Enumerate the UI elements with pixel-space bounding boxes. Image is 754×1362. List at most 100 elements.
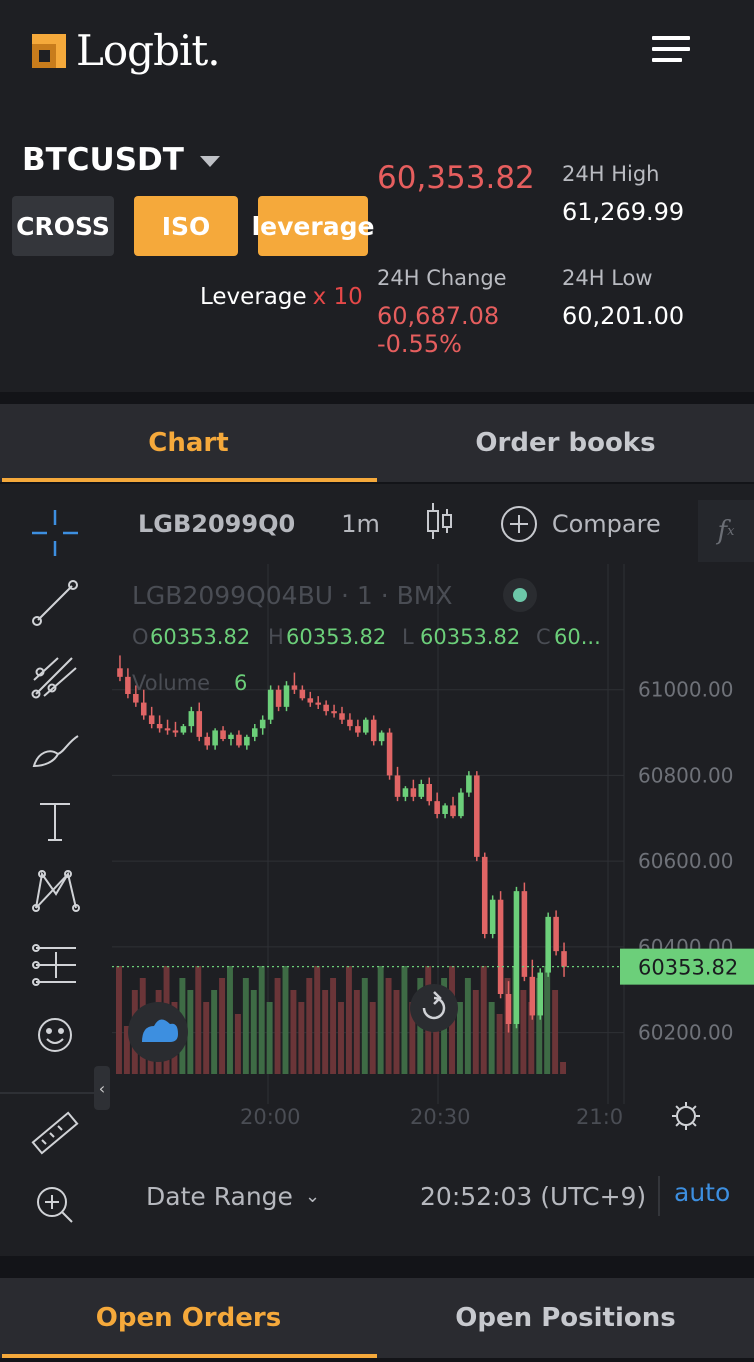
iso-button[interactable]: ISO	[134, 196, 238, 256]
chevron-down-icon	[199, 156, 220, 167]
leverage-indicator: Leverage x 10	[200, 284, 363, 310]
chart-symbol[interactable]: LGB2099Q0	[138, 510, 296, 538]
candle-body	[553, 916, 559, 952]
last-price: 60,353.82	[377, 160, 535, 196]
collapse-toolbar-icon[interactable]: ‹	[94, 1066, 110, 1110]
logo-text: Logbit.	[76, 26, 221, 75]
change-percent: -0.55%	[377, 330, 462, 358]
volume-bar	[345, 966, 352, 1074]
tab-chart[interactable]: Chart	[0, 404, 377, 482]
pitchfork-icon[interactable]	[28, 650, 82, 704]
volume-bar	[353, 990, 360, 1074]
candle-body	[355, 726, 361, 733]
ohlc-value: 60...	[554, 625, 601, 649]
candle-type-icon[interactable]	[424, 501, 454, 547]
settings-gear-tooth	[692, 1122, 697, 1127]
auto-scale-button[interactable]: auto	[674, 1178, 731, 1207]
candle-body	[505, 994, 512, 1024]
ruler-icon[interactable]	[28, 1106, 82, 1160]
reset-button[interactable]	[410, 984, 458, 1032]
cloud-icon	[142, 1019, 178, 1042]
volume-bar	[116, 966, 122, 1074]
volume-bar	[195, 966, 202, 1074]
interval-button[interactable]: 1m	[341, 510, 380, 538]
tab-order-books[interactable]: Order books	[475, 428, 656, 458]
tab-open-orders[interactable]: Open Orders	[0, 1278, 377, 1358]
price-chart[interactable]: 61000.0060800.0060600.0060400.0060200.00…	[112, 564, 754, 1156]
date-range-button[interactable]: Date Range ⌄	[146, 1182, 320, 1211]
cross-button[interactable]: CROSS	[12, 196, 114, 256]
volume-bar	[274, 978, 281, 1074]
brush-icon[interactable]	[28, 722, 82, 776]
tab-open-positions[interactable]: Open Positions	[455, 1303, 676, 1333]
volume-bar	[258, 966, 265, 1074]
candle-body	[220, 730, 226, 739]
leverage-label: Leverage	[200, 284, 307, 310]
y-tick-label: 60800.00	[638, 763, 733, 787]
symbol-label: BTCUSDT	[22, 142, 184, 178]
candle-body	[442, 805, 448, 814]
volume-bar	[338, 1002, 344, 1074]
candle-body	[323, 704, 329, 712]
volume-bar	[480, 966, 487, 1074]
candle-body	[458, 792, 464, 817]
candle-body	[418, 784, 425, 797]
candle-body	[529, 976, 536, 1016]
candle-body	[386, 732, 393, 776]
volume-bar	[544, 966, 551, 1074]
pattern-icon[interactable]	[28, 864, 82, 918]
volume-bar	[393, 990, 400, 1074]
crosshair-icon[interactable]	[28, 506, 82, 560]
text-tool-icon[interactable]	[28, 794, 82, 848]
volume-label: Volume	[132, 671, 210, 695]
candle-body	[236, 734, 242, 746]
volume-bar	[187, 990, 194, 1074]
hamburger-menu-icon[interactable]	[652, 36, 690, 66]
candle-body	[164, 728, 171, 731]
leverage-button[interactable]: leverage	[252, 196, 374, 256]
candle-body	[275, 689, 282, 707]
candle-body	[291, 685, 298, 690]
candle-body	[363, 719, 369, 733]
volume-bar	[123, 1026, 130, 1074]
compare-button[interactable]: Compare	[500, 505, 661, 543]
fx-subscript: x	[727, 523, 735, 539]
low-value: 60,201.00	[562, 302, 685, 330]
candle-body	[331, 711, 337, 714]
settings-gear-icon[interactable]	[676, 1106, 696, 1126]
candle-body	[466, 775, 472, 793]
ohlc-value: 60353.82	[150, 625, 250, 649]
candle-body	[148, 715, 155, 724]
volume-bar	[219, 978, 226, 1074]
candle-body	[489, 899, 496, 934]
candle-body	[537, 972, 544, 1016]
logo[interactable]: Logbit.	[30, 26, 221, 75]
volume-bar	[250, 990, 257, 1074]
candle-body	[299, 689, 306, 699]
candle-body	[228, 734, 234, 739]
volume-bar	[322, 990, 329, 1074]
volume-bar	[560, 1062, 566, 1074]
volume-bar	[266, 1002, 273, 1074]
candle-body	[140, 702, 147, 716]
market-header: Logbit. BTCUSDT CROSS ISO leverage Lever…	[0, 0, 754, 392]
candle-body	[339, 713, 345, 720]
measure-lines-icon[interactable]	[28, 938, 82, 992]
change-value: 60,687.08	[377, 302, 500, 330]
candle-body	[133, 694, 139, 703]
emoji-icon[interactable]	[28, 1008, 82, 1062]
fx-label: f	[717, 516, 728, 546]
drawing-toolbar: ‹	[0, 484, 110, 1234]
y-tick-label: 60200.00	[638, 1021, 733, 1045]
zoom-in-icon[interactable]	[28, 1178, 82, 1232]
volume-bar	[401, 966, 408, 1074]
candle-body	[378, 732, 385, 742]
symbol-selector[interactable]: BTCUSDT	[22, 142, 220, 178]
reset-icon-arrow[interactable]	[433, 991, 442, 1005]
compare-label: Compare	[551, 510, 661, 538]
trend-line-icon[interactable]	[28, 576, 82, 630]
candle-body	[251, 728, 258, 737]
volume-bar	[552, 990, 559, 1074]
volume-bar	[385, 978, 392, 1074]
